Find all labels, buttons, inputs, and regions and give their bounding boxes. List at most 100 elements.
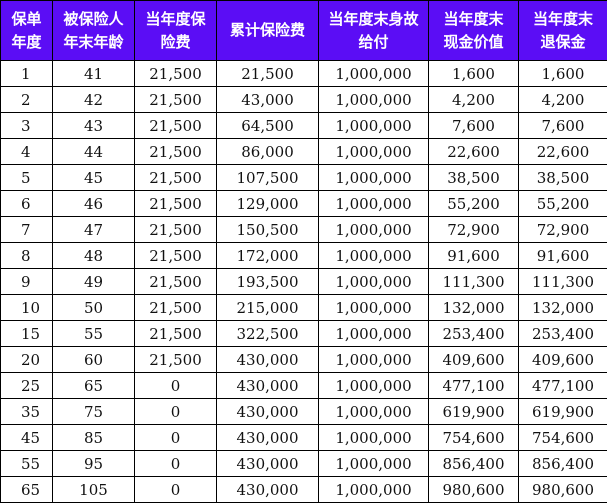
annual-premium-cell: 21,500 <box>135 191 217 217</box>
header-line: 当年度末身故 <box>319 8 428 31</box>
cumulative-premium-cell: 64,500 <box>217 113 319 139</box>
cumulative-premium-cell: 430,000 <box>217 425 319 451</box>
policy-year-cell: 10 <box>1 295 53 321</box>
insured-age-cell: 43 <box>53 113 135 139</box>
surrender-value-cell: 477,100 <box>519 373 607 399</box>
death-benefit-cell: 1,000,000 <box>319 87 429 113</box>
insured-age-cell: 45 <box>53 165 135 191</box>
header-line: 当年度末 <box>429 8 518 31</box>
annual-premium-cell: 0 <box>135 477 217 503</box>
header-line: 年度 <box>1 31 52 54</box>
surrender-value-cell: 409,600 <box>519 347 607 373</box>
header-line: 退保金 <box>519 31 607 54</box>
insured-age-cell: 41 <box>53 61 135 87</box>
death-benefit-cell: 1,000,000 <box>319 347 429 373</box>
cumulative-premium-cell: 150,500 <box>217 217 319 243</box>
policy-year-cell: 55 <box>1 451 53 477</box>
death-benefit-cell: 1,000,000 <box>319 113 429 139</box>
cumulative-premium-cell: 430,000 <box>217 399 319 425</box>
surrender-value-cell: 980,600 <box>519 477 607 503</box>
annual-premium-cell: 21,500 <box>135 61 217 87</box>
annual-premium-cell: 21,500 <box>135 269 217 295</box>
header-death-benefit: 当年度末身故 给付 <box>319 1 429 61</box>
annual-premium-cell: 21,500 <box>135 347 217 373</box>
policy-year-cell: 15 <box>1 321 53 347</box>
cumulative-premium-cell: 107,500 <box>217 165 319 191</box>
death-benefit-cell: 1,000,000 <box>319 321 429 347</box>
surrender-value-cell: 619,900 <box>519 399 607 425</box>
header-cumulative-premium: 累计保险费 <box>217 1 319 61</box>
policy-year-cell: 4 <box>1 139 53 165</box>
annual-premium-cell: 21,500 <box>135 217 217 243</box>
policy-year-cell: 3 <box>1 113 53 139</box>
policy-year-cell: 1 <box>1 61 53 87</box>
surrender-value-cell: 38,500 <box>519 165 607 191</box>
cash-value-cell: 22,600 <box>429 139 519 165</box>
cash-value-cell: 111,300 <box>429 269 519 295</box>
cash-value-cell: 4,200 <box>429 87 519 113</box>
annual-premium-cell: 21,500 <box>135 165 217 191</box>
cash-value-cell: 38,500 <box>429 165 519 191</box>
surrender-value-cell: 4,200 <box>519 87 607 113</box>
cash-value-cell: 132,000 <box>429 295 519 321</box>
header-annual-premium: 当年度保 险费 <box>135 1 217 61</box>
cumulative-premium-cell: 322,500 <box>217 321 319 347</box>
death-benefit-cell: 1,000,000 <box>319 165 429 191</box>
cumulative-premium-cell: 172,000 <box>217 243 319 269</box>
surrender-value-cell: 91,600 <box>519 243 607 269</box>
header-line: 被保险人 <box>53 8 134 31</box>
cash-value-cell: 409,600 <box>429 347 519 373</box>
policy-year-cell: 8 <box>1 243 53 269</box>
death-benefit-cell: 1,000,000 <box>319 217 429 243</box>
surrender-value-cell: 1,600 <box>519 61 607 87</box>
death-benefit-cell: 1,000,000 <box>319 425 429 451</box>
cumulative-premium-cell: 430,000 <box>217 451 319 477</box>
cash-value-cell: 980,600 <box>429 477 519 503</box>
surrender-value-cell: 253,400 <box>519 321 607 347</box>
header-line: 保单 <box>1 8 52 31</box>
insured-age-cell: 42 <box>53 87 135 113</box>
annual-premium-cell: 0 <box>135 399 217 425</box>
death-benefit-cell: 1,000,000 <box>319 399 429 425</box>
death-benefit-cell: 1,000,000 <box>319 373 429 399</box>
surrender-value-cell: 72,900 <box>519 217 607 243</box>
header-policy-year: 保单 年度 <box>1 1 53 61</box>
insured-age-cell: 85 <box>53 425 135 451</box>
surrender-value-cell: 132,000 <box>519 295 607 321</box>
cash-value-cell: 619,900 <box>429 399 519 425</box>
death-benefit-cell: 1,000,000 <box>319 477 429 503</box>
policy-year-cell: 25 <box>1 373 53 399</box>
header-line: 险费 <box>135 31 216 54</box>
header-line: 当年度末 <box>519 8 607 31</box>
policy-year-cell: 20 <box>1 347 53 373</box>
death-benefit-cell: 1,000,000 <box>319 295 429 321</box>
cash-value-cell: 856,400 <box>429 451 519 477</box>
cumulative-premium-cell: 193,500 <box>217 269 319 295</box>
cumulative-premium-cell: 21,500 <box>217 61 319 87</box>
insured-age-cell: 48 <box>53 243 135 269</box>
insured-age-cell: 50 <box>53 295 135 321</box>
policy-year-cell: 7 <box>1 217 53 243</box>
cash-value-cell: 72,900 <box>429 217 519 243</box>
cumulative-premium-cell: 129,000 <box>217 191 319 217</box>
cash-value-cell: 91,600 <box>429 243 519 269</box>
cash-value-cell: 754,600 <box>429 425 519 451</box>
surrender-value-cell: 856,400 <box>519 451 607 477</box>
surrender-value-cell: 7,600 <box>519 113 607 139</box>
policy-year-cell: 2 <box>1 87 53 113</box>
cumulative-premium-cell: 86,000 <box>217 139 319 165</box>
annual-premium-cell: 0 <box>135 451 217 477</box>
